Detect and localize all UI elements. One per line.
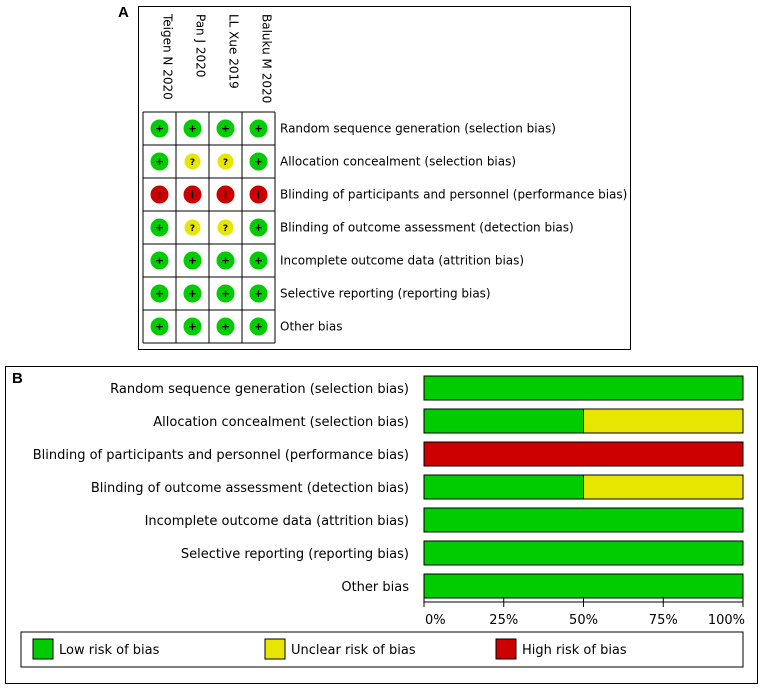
judgement-unclear-r4-c2 bbox=[184, 219, 201, 236]
judgement-low-r7-c2 bbox=[183, 317, 202, 336]
judgement-symbol: + bbox=[155, 320, 164, 333]
judgement-low-r1-c2 bbox=[183, 119, 202, 138]
bar-low-5 bbox=[423, 507, 744, 533]
bar-label-2: Allocation concealment (selection bias) bbox=[153, 415, 409, 430]
judgement-symbol: + bbox=[254, 254, 263, 267]
domain-label-2: Allocation concealment (selection bias) bbox=[280, 155, 516, 169]
bar-label-5: Incomplete outcome data (attrition bias) bbox=[145, 514, 409, 529]
judgement-symbol: + bbox=[155, 155, 164, 168]
legend-swatch-unclear bbox=[264, 638, 286, 660]
judgement-low-r7-c1 bbox=[150, 317, 169, 336]
domain-label-6: Selective reporting (reporting bias) bbox=[280, 287, 491, 301]
domain-label-5: Incomplete outcome data (attrition bias) bbox=[280, 254, 524, 268]
judgement-low-r4-c4 bbox=[249, 218, 268, 237]
judgement-low-r6-c2 bbox=[183, 284, 202, 303]
judgement-symbol: ? bbox=[190, 224, 195, 234]
judgement-low-r7-c4 bbox=[249, 317, 268, 336]
bar-low-7 bbox=[423, 573, 744, 599]
bar-unclear-2 bbox=[583, 408, 744, 434]
judgement-symbol: + bbox=[221, 254, 230, 267]
judgement-symbol: + bbox=[155, 287, 164, 300]
x-tick-label-1: 0% bbox=[425, 613, 446, 628]
judgement-symbol: ? bbox=[190, 158, 195, 168]
judgement-low-r5-c1 bbox=[150, 251, 169, 270]
judgement-unclear-r2-c3 bbox=[217, 153, 234, 170]
legend-box bbox=[20, 631, 744, 668]
judgement-low-r6-c3 bbox=[216, 284, 235, 303]
panel-b-label: B bbox=[12, 370, 23, 387]
bar-low-2 bbox=[423, 408, 584, 434]
risk-of-bias-summary-table: Teigen N 2020 Pan J 2020 LL Xue 2019 Baluku… bbox=[142, 13, 627, 344]
x-tick-label-3: 50% bbox=[569, 613, 598, 628]
judgement-symbol: + bbox=[155, 221, 164, 234]
judgement-low-r7-c3 bbox=[216, 317, 235, 336]
judgement-symbol: + bbox=[254, 320, 263, 333]
panel-b-frame bbox=[5, 366, 758, 684]
judgement-low-r4-c1 bbox=[150, 218, 169, 237]
judgement-symbol: ? bbox=[223, 224, 228, 234]
judgement-symbol: + bbox=[254, 221, 263, 234]
judgement-symbol: + bbox=[221, 122, 230, 135]
bar-low-6 bbox=[423, 540, 744, 566]
judgement-symbol: + bbox=[188, 254, 197, 267]
x-tick-label-5: 100% bbox=[708, 613, 745, 628]
bar-label-6: Selective reporting (reporting bias) bbox=[181, 547, 409, 562]
bar-unclear-4 bbox=[583, 474, 744, 500]
judgement-symbol: + bbox=[254, 122, 263, 135]
study-header-4: Baluku M 2020 bbox=[260, 14, 274, 103]
judgement-symbol: + bbox=[155, 254, 164, 267]
domain-label-4: Blinding of outcome assessment (detectio… bbox=[280, 221, 574, 235]
bar-low-1 bbox=[423, 375, 744, 401]
domain-label-1: Random sequence generation (selection bi… bbox=[280, 122, 556, 136]
judgement-low-r2-c1 bbox=[150, 152, 169, 171]
legend-swatch-high bbox=[495, 638, 517, 660]
judgement-symbol: + bbox=[221, 320, 230, 333]
judgement-low-r6-c4 bbox=[249, 284, 268, 303]
panel-a-frame bbox=[138, 6, 631, 350]
judgement-symbol: + bbox=[254, 287, 263, 300]
legend-label-unclear: Unclear risk of bias bbox=[291, 643, 416, 658]
study-header-3: LL Xue 2019 bbox=[227, 14, 241, 89]
judgement-symbol: + bbox=[221, 287, 230, 300]
judgement-low-r1-c4 bbox=[249, 119, 268, 138]
judgement-symbol: + bbox=[188, 320, 197, 333]
legend-label-low: Low risk of bias bbox=[59, 643, 160, 658]
x-tick-label-2: 25% bbox=[489, 613, 518, 628]
panel-a-label: A bbox=[118, 4, 129, 21]
legend-label-high: High risk of bias bbox=[522, 643, 627, 658]
domain-label-7: Other bias bbox=[280, 320, 342, 334]
judgement-low-r5-c4 bbox=[249, 251, 268, 270]
bar-high-3 bbox=[423, 441, 744, 467]
study-header-2: Pan J 2020 bbox=[194, 14, 208, 77]
bar-label-1: Random sequence generation (selection bi… bbox=[110, 382, 409, 397]
judgement-low-r1-c3 bbox=[216, 119, 235, 138]
bar-label-3: Blinding of participants and personnel (… bbox=[33, 448, 409, 463]
bar-label-7: Other bias bbox=[341, 580, 409, 595]
judgement-symbol: + bbox=[254, 155, 263, 168]
study-header-1: Teigen N 2020 bbox=[161, 13, 175, 100]
x-tick-label-4: 75% bbox=[649, 613, 678, 628]
domain-label-3: Blinding of participants and personnel (… bbox=[280, 188, 627, 202]
judgement-symbol: + bbox=[155, 122, 164, 135]
judgement-low-r5-c2 bbox=[183, 251, 202, 270]
bar-low-4 bbox=[423, 474, 584, 500]
judgement-symbol: + bbox=[188, 287, 197, 300]
legend-swatch-low bbox=[32, 638, 54, 660]
judgement-unclear-r4-c3 bbox=[217, 219, 234, 236]
judgement-symbol: + bbox=[188, 122, 197, 135]
judgement-low-r6-c1 bbox=[150, 284, 169, 303]
judgement-unclear-r2-c2 bbox=[184, 153, 201, 170]
bar-label-4: Blinding of outcome assessment (detectio… bbox=[91, 481, 409, 496]
judgement-symbol: ? bbox=[223, 158, 228, 168]
judgement-low-r2-c4 bbox=[249, 152, 268, 171]
judgement-low-r1-c1 bbox=[150, 119, 169, 138]
judgement-low-r5-c3 bbox=[216, 251, 235, 270]
